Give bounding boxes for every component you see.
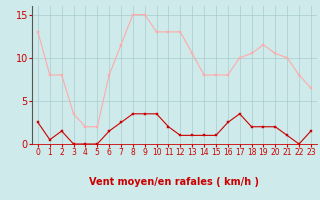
- X-axis label: Vent moyen/en rafales ( km/h ): Vent moyen/en rafales ( km/h ): [89, 177, 260, 187]
